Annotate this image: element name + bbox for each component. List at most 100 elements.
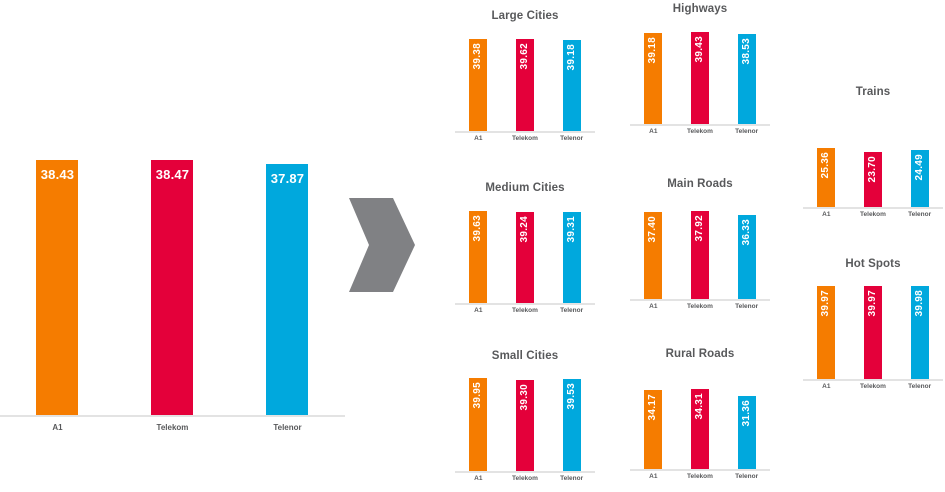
bar-slot: 39.24 <box>502 210 549 303</box>
bar-value-label: 39.62 <box>518 42 530 70</box>
bar-value-label: 38.43 <box>40 167 75 183</box>
bar-a1[interactable]: 34.17 <box>644 389 663 469</box>
x-axis-tick-labels: A1 Telekom Telenor <box>455 475 595 482</box>
rural-roads-chart: Rural Roads 34.17 34.31 31.36 A1 Telekom Tel… <box>630 348 770 480</box>
bar-value-label: 39.98 <box>913 290 925 317</box>
bar-slot: 31.36 <box>723 376 770 469</box>
x-tick-label: A1 <box>474 475 483 482</box>
bar-slot: 37.87 <box>230 150 345 417</box>
x-tick-label: A1 <box>649 473 658 480</box>
chart-title: Rural Roads <box>665 348 735 360</box>
x-tick-label: A1 <box>822 383 831 390</box>
bar-telekom[interactable]: 39.43 <box>690 32 709 124</box>
x-tick-label: Telenor <box>735 473 759 480</box>
bar-slot: 39.38 <box>455 38 502 131</box>
bar-telekom[interactable]: 39.30 <box>515 379 534 471</box>
bar-telenor[interactable]: 37.87 <box>266 164 309 417</box>
bar-telenor[interactable]: 31.36 <box>737 396 756 469</box>
x-tick-label: Telekom <box>512 135 538 142</box>
bar-a1[interactable]: 39.18 <box>644 32 663 124</box>
bar-telenor[interactable]: 39.98 <box>910 286 929 379</box>
overall-score-chart: 38.43 38.47 37.87 A1 Telekom Telenor <box>0 150 345 450</box>
medium-cities-chart: Medium Cities 39.63 39.24 39.31 A1 Telekom T… <box>455 182 595 314</box>
bar-telekom[interactable]: 39.97 <box>863 286 882 379</box>
bar-value-label: 39.95 <box>472 382 484 409</box>
bar-slot: 34.17 <box>630 376 677 469</box>
bar-value-label: 37.92 <box>693 214 705 242</box>
bar-group: 37.40 37.92 36.33 <box>630 206 770 299</box>
x-axis-tick-labels: A1 Telekom Telenor <box>455 307 595 314</box>
bar-telekom[interactable]: 39.62 <box>515 38 534 131</box>
bar-value-label: 36.33 <box>740 218 752 246</box>
bar-value-label: 39.18 <box>565 43 577 71</box>
bar-value-label: 23.70 <box>866 155 878 183</box>
highways-chart: Highways 39.18 39.43 38.53 A1 Telekom Teleno… <box>630 3 770 135</box>
bar-value-label: 39.97 <box>866 290 878 317</box>
bar-telenor[interactable]: 39.53 <box>562 379 581 471</box>
chart-title: Small Cities <box>491 350 559 362</box>
x-axis-line <box>455 471 595 473</box>
chart-title: Medium Cities <box>485 182 565 194</box>
x-axis-line <box>803 379 943 381</box>
bar-telenor[interactable]: 36.33 <box>737 214 756 299</box>
plot-area: 39.38 39.62 39.18 <box>455 38 595 131</box>
chart-title: Main Roads <box>667 178 733 190</box>
bar-telenor[interactable]: 24.49 <box>910 150 929 207</box>
bar-telenor[interactable]: 39.31 <box>562 211 581 303</box>
x-axis-line <box>455 131 595 133</box>
x-axis-tick-labels: A1 Telekom Telenor <box>455 135 595 142</box>
bar-a1[interactable]: 39.95 <box>469 378 488 471</box>
bar-group: 39.18 39.43 38.53 <box>630 31 770 124</box>
x-tick-label: Telekom <box>512 475 538 482</box>
chart-title: Highways <box>672 3 728 15</box>
bar-slot: 38.43 <box>0 150 115 417</box>
x-tick-label: A1 <box>649 303 658 310</box>
bar-telekom[interactable]: 37.92 <box>690 210 709 299</box>
bar-slot: 39.18 <box>548 38 595 131</box>
bar-a1[interactable]: 37.40 <box>644 212 663 299</box>
bar-slot: 36.33 <box>723 206 770 299</box>
x-axis-tick-labels: A1 Telekom Telenor <box>630 303 770 310</box>
bar-slot: 24.49 <box>896 114 943 207</box>
bar-value-label: 37.87 <box>270 171 305 187</box>
bar-telenor[interactable]: 38.53 <box>737 34 756 124</box>
bar-a1[interactable]: 39.63 <box>469 210 488 303</box>
x-tick-label: Telekom <box>860 211 886 218</box>
x-tick-label: Telenor <box>908 211 932 218</box>
bar-a1[interactable]: 25.36 <box>817 148 836 207</box>
x-tick-label: A1 <box>474 307 483 314</box>
x-tick-label: Telekom <box>687 128 713 135</box>
bar-slot: 39.53 <box>548 378 595 471</box>
bar-telekom[interactable]: 34.31 <box>690 389 709 469</box>
bar-telekom[interactable]: 38.47 <box>151 160 194 417</box>
bar-group: 39.63 39.24 39.31 <box>455 210 595 303</box>
bar-a1[interactable]: 39.38 <box>469 39 488 131</box>
bar-telenor[interactable]: 39.18 <box>562 39 581 131</box>
bar-group: 25.36 23.70 24.49 <box>803 114 943 207</box>
bar-slot: 39.63 <box>455 210 502 303</box>
x-tick-label: Telenor <box>560 135 584 142</box>
x-axis-line <box>0 415 345 417</box>
bar-group: 39.38 39.62 39.18 <box>455 38 595 131</box>
bar-value-label: 39.38 <box>472 43 484 70</box>
bar-slot: 39.98 <box>896 286 943 379</box>
x-tick-label: A1 <box>52 423 63 432</box>
bar-value-label: 39.30 <box>518 383 530 411</box>
x-tick-label: A1 <box>474 135 483 142</box>
x-tick-label: Telenor <box>735 303 759 310</box>
plot-area: 39.97 39.97 39.98 <box>803 286 943 379</box>
bar-slot: 39.95 <box>455 378 502 471</box>
bar-telekom[interactable]: 23.70 <box>863 151 882 207</box>
bar-telekom[interactable]: 39.24 <box>515 211 534 303</box>
bar-slot: 39.62 <box>502 38 549 131</box>
x-axis-line <box>630 299 770 301</box>
bar-a1[interactable]: 39.97 <box>817 286 836 379</box>
bar-value-label: 39.43 <box>693 36 705 63</box>
plot-area: 37.40 37.92 36.33 <box>630 206 770 299</box>
x-axis-tick-labels: A1 Telekom Telenor <box>0 423 345 432</box>
x-tick-label: Telekom <box>512 307 538 314</box>
bar-value-label: 25.36 <box>820 152 832 179</box>
plot-area: 39.63 39.24 39.31 <box>455 210 595 303</box>
bar-a1[interactable]: 38.43 <box>36 160 79 417</box>
plot-area: 39.18 39.43 38.53 <box>630 31 770 124</box>
